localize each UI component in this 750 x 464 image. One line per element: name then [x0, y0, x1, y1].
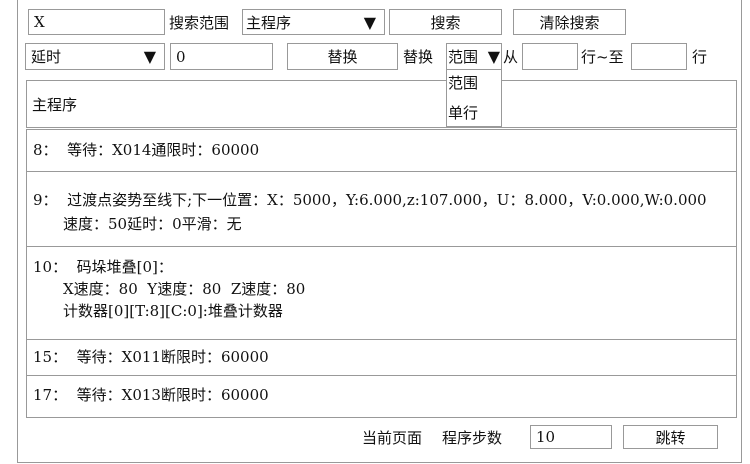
row-text: 过渡点姿势至线下;下一位置：X：5000，Y:6.000,z:107.000，U… [67, 191, 707, 209]
row-text: 等待：X013断限时：60000 [76, 386, 269, 404]
to-line-input[interactable] [631, 43, 687, 70]
row-text: X速度：80 Y速度：80 Z速度：80 [63, 280, 306, 298]
row-number: 8： [33, 141, 58, 159]
row-number: 9： [33, 191, 58, 209]
row-text: 码垛堆叠[0]： [76, 258, 173, 276]
replace-field-value: 延时 [31, 48, 62, 66]
replace-mode-select[interactable]: 范围 ▼ [446, 43, 502, 70]
program-steps-label: 程序步数 [442, 428, 503, 447]
program-title: 主程序 [26, 80, 737, 128]
program-row[interactable]: 15： 等待：X011断限时：60000 [26, 340, 737, 376]
from-line-input[interactable] [522, 43, 578, 70]
row-text: 速度：50延时：0平滑：无 [63, 215, 242, 233]
dropdown-option-range[interactable]: 范围 [448, 74, 479, 92]
row-number: 10： [33, 258, 68, 276]
program-row[interactable]: 10： 码垛堆叠[0]： X速度：80 Y速度：80 Z速度：80 计数器[0][T… [26, 247, 737, 340]
chevron-down-icon: ▼ [487, 47, 500, 66]
dropdown-option-single-line[interactable]: 单行 [448, 104, 479, 122]
current-page-label: 当前页面 [362, 428, 423, 447]
chevron-down-icon: ▼ [143, 47, 156, 66]
replace-mode-label: 替换 [403, 48, 434, 66]
from-label: 从 [503, 48, 519, 66]
replace-button[interactable]: 替换 [287, 43, 398, 70]
step-number-input[interactable]: 10 [530, 425, 612, 449]
jump-button[interactable]: 跳转 [623, 425, 718, 449]
row-text: 计数器[0][T:8][C:0]:堆叠计数器 [63, 302, 283, 320]
program-row[interactable]: 17： 等待：X013断限时：60000 [26, 376, 737, 418]
search-scope-label: 搜索范围 [169, 13, 230, 32]
chevron-down-icon: ▼ [363, 12, 376, 32]
program-row[interactable]: 8： 等待：X014通限时：60000 [26, 129, 737, 172]
row-number: 15： [33, 348, 68, 366]
replace-mode-value: 范围 [448, 48, 479, 66]
row-text: 等待：X011断限时：60000 [76, 348, 269, 366]
row-text: 等待：X014通限时：60000 [67, 141, 260, 159]
search-scope-select[interactable]: 主程序 ▼ [242, 9, 385, 35]
search-scope-value: 主程序 [246, 13, 292, 32]
replace-value-input[interactable]: 0 [170, 43, 273, 70]
program-row[interactable]: 9： 过渡点姿势至线下;下一位置：X：5000，Y:6.000,z:107.00… [26, 172, 737, 247]
replace-mode-dropdown: 范围 单行 [446, 69, 502, 127]
search-button[interactable]: 搜索 [389, 9, 502, 35]
outer-frame [17, 0, 742, 463]
line-label: 行 [692, 48, 708, 66]
row-number: 17： [33, 386, 68, 404]
to-label: 行~至 [581, 48, 624, 66]
replace-field-select[interactable]: 延时 ▼ [25, 43, 165, 70]
search-input[interactable]: X [28, 9, 165, 35]
clear-search-button[interactable]: 清除搜索 [513, 9, 626, 35]
